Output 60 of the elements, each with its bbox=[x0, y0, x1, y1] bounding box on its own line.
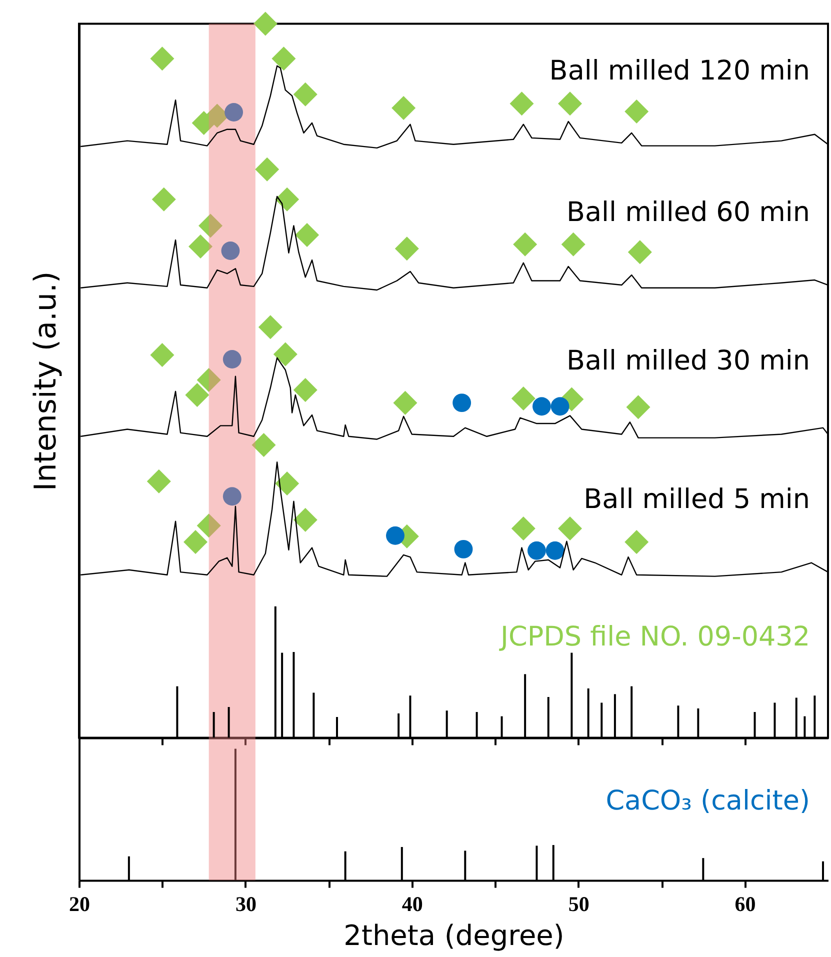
point bbox=[222, 487, 242, 506]
point bbox=[561, 232, 586, 256]
point bbox=[532, 397, 551, 416]
x-tick-label: 50 bbox=[568, 892, 590, 916]
x-tick-label: 60 bbox=[734, 892, 756, 916]
point bbox=[253, 12, 278, 36]
point bbox=[528, 541, 546, 560]
point bbox=[392, 96, 416, 120]
point bbox=[185, 382, 210, 407]
point bbox=[513, 232, 538, 256]
x-tick-label: 30 bbox=[235, 892, 256, 916]
point bbox=[222, 350, 242, 368]
point bbox=[550, 397, 570, 416]
point bbox=[394, 236, 419, 261]
point bbox=[275, 187, 300, 212]
point bbox=[198, 214, 222, 238]
point bbox=[511, 386, 536, 411]
series-label: JCPDS file NO. 09-0432 bbox=[498, 622, 810, 653]
point bbox=[258, 315, 282, 340]
point bbox=[150, 342, 174, 367]
point bbox=[546, 541, 564, 560]
point bbox=[293, 378, 318, 402]
point bbox=[295, 223, 320, 248]
point bbox=[624, 530, 649, 554]
point bbox=[150, 46, 174, 71]
point bbox=[184, 530, 208, 554]
point bbox=[511, 516, 536, 540]
point bbox=[275, 472, 300, 496]
x-tick-label: 40 bbox=[402, 892, 423, 916]
series-label: Ball milled 120 min bbox=[549, 56, 810, 87]
point bbox=[628, 240, 652, 264]
point bbox=[624, 100, 649, 124]
point bbox=[386, 526, 404, 545]
x-axis-title: 2theta (degree) bbox=[344, 918, 564, 952]
point bbox=[293, 508, 318, 532]
point bbox=[558, 516, 582, 540]
point bbox=[626, 395, 650, 420]
point bbox=[146, 469, 171, 494]
point bbox=[393, 390, 418, 415]
point bbox=[454, 540, 473, 558]
point bbox=[188, 234, 213, 258]
point bbox=[224, 103, 244, 122]
point bbox=[196, 368, 221, 392]
point bbox=[221, 242, 240, 260]
series-label: Ball milled 5 min bbox=[584, 484, 810, 515]
series-label: Ball milled 30 min bbox=[566, 345, 810, 376]
point bbox=[152, 187, 176, 212]
point bbox=[252, 432, 276, 457]
y-axis-title: Intensity (a.u.) bbox=[28, 271, 64, 492]
series-label: Ball milled 60 min bbox=[566, 196, 810, 228]
point bbox=[452, 394, 472, 412]
series-label: CaCO₃ (calcite) bbox=[606, 785, 810, 816]
point bbox=[558, 92, 582, 116]
point bbox=[255, 157, 280, 182]
point bbox=[273, 342, 298, 366]
x-tick-label: 20 bbox=[69, 892, 90, 916]
point bbox=[510, 92, 534, 116]
point bbox=[293, 82, 318, 106]
point bbox=[272, 46, 296, 71]
point bbox=[196, 514, 221, 538]
